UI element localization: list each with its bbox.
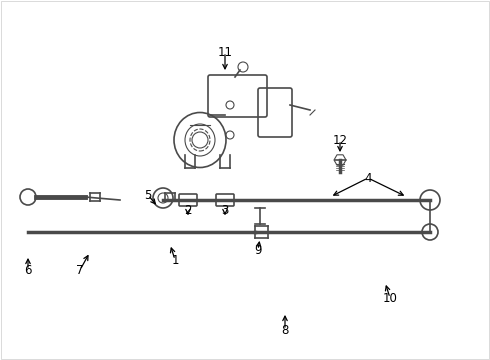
Text: 2: 2 — [184, 203, 192, 216]
Text: 7: 7 — [76, 264, 84, 276]
Text: 11: 11 — [218, 45, 232, 59]
Text: 5: 5 — [145, 189, 152, 202]
Text: 8: 8 — [281, 324, 289, 337]
Text: 10: 10 — [383, 292, 397, 305]
Text: 12: 12 — [333, 134, 347, 147]
Text: 3: 3 — [221, 203, 229, 216]
Text: 4: 4 — [364, 171, 372, 185]
Text: 6: 6 — [24, 264, 32, 276]
Text: 9: 9 — [254, 243, 262, 256]
Text: 1: 1 — [171, 253, 179, 266]
